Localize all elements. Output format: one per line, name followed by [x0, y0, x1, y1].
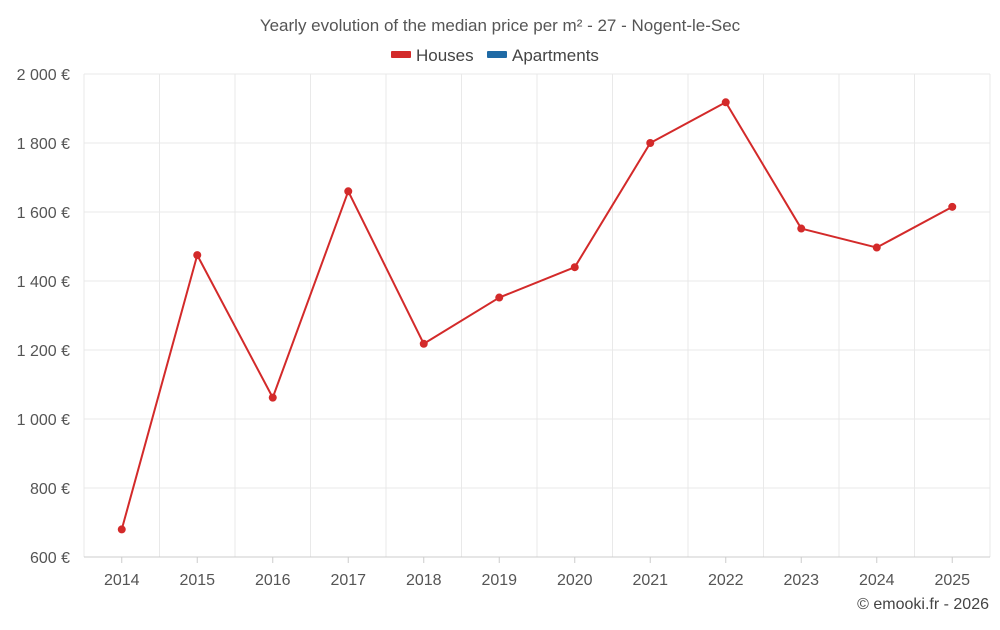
x-tick-label: 2021	[632, 572, 668, 589]
x-tick-label: 2024	[859, 572, 895, 589]
y-tick-label: 800 €	[30, 481, 70, 498]
data-point-houses[interactable]	[495, 293, 504, 302]
x-tick-label: 2025	[934, 572, 970, 589]
data-point-houses[interactable]	[570, 263, 579, 272]
legend: Houses Apartments	[391, 46, 599, 65]
y-tick-label: 2 000 €	[17, 67, 70, 84]
x-tick-label: 2020	[557, 572, 593, 589]
series	[117, 98, 957, 534]
x-tick-label: 2022	[708, 572, 744, 589]
x-tick-label: 2018	[406, 572, 442, 589]
y-tick-label: 1 800 €	[17, 136, 70, 153]
y-tick-label: 1 000 €	[17, 412, 70, 429]
x-tick-label: 2016	[255, 572, 291, 589]
legend-item-apartments[interactable]: Apartments	[487, 46, 599, 65]
x-tick-label: 2023	[783, 572, 819, 589]
x-tick-label: 2014	[104, 572, 140, 589]
chart-title: Yearly evolution of the median price per…	[260, 16, 741, 35]
axes: 600 € 800 € 1 000 € 1 200 € 1 400 € 1 600 € 1 …	[17, 67, 990, 589]
data-point-houses[interactable]	[419, 339, 428, 348]
data-point-houses[interactable]	[797, 224, 806, 233]
grid	[83, 73, 991, 557]
x-tick-label: 2019	[481, 572, 517, 589]
y-tick-label: 600 €	[30, 550, 70, 567]
data-point-houses[interactable]	[721, 98, 730, 107]
credit-text: © emooki.fr - 2026	[857, 596, 989, 613]
data-point-houses[interactable]	[117, 525, 126, 534]
data-point-houses[interactable]	[646, 139, 655, 147]
series-line-houses	[120, 101, 953, 530]
legend-item-houses[interactable]: Houses	[391, 46, 474, 65]
legend-swatch-houses	[391, 51, 411, 58]
data-point-houses[interactable]	[268, 393, 277, 402]
legend-label-houses: Houses	[416, 46, 474, 65]
y-tick-label: 1 400 €	[17, 274, 70, 291]
data-point-houses[interactable]	[872, 243, 881, 252]
x-tick-label: 2017	[330, 572, 366, 589]
y-tick-label: 1 200 €	[17, 343, 70, 360]
data-point-houses[interactable]	[948, 202, 957, 211]
data-point-houses[interactable]	[193, 251, 202, 260]
legend-label-apartments: Apartments	[512, 46, 599, 65]
x-tick-label: 2015	[179, 572, 215, 589]
data-point-houses[interactable]	[344, 187, 353, 196]
y-tick-label: 1 600 €	[17, 205, 70, 222]
legend-swatch-apartments	[487, 51, 507, 58]
